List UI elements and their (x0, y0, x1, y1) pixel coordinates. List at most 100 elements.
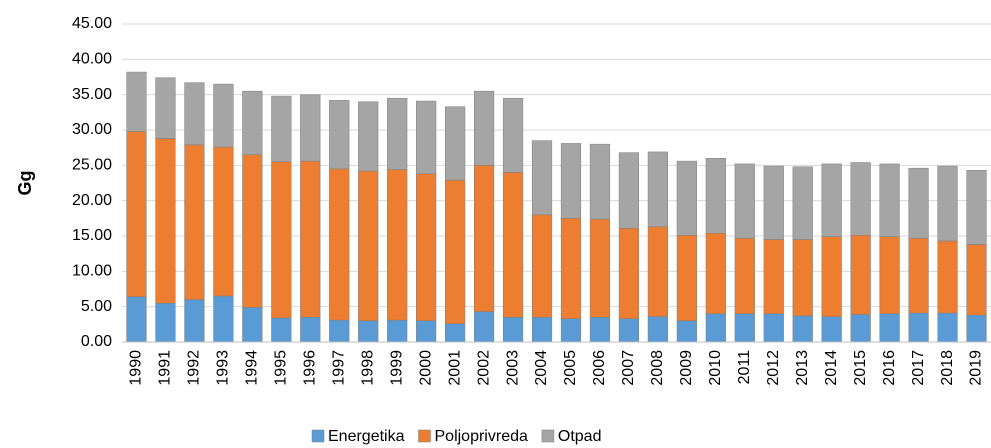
bar-segment (850, 314, 871, 343)
bar-segment (271, 317, 292, 343)
bar-segment (213, 295, 234, 343)
bar-segment (792, 315, 813, 343)
bar-segment (502, 172, 524, 318)
bar-segment (329, 100, 350, 170)
x-tick-label: 2000 (417, 350, 434, 386)
x-tick-label: 1991 (157, 350, 174, 386)
y-axis-label: Gg (15, 171, 35, 196)
bar-segment (126, 131, 147, 298)
bar-segment (879, 236, 900, 314)
bar-segment (271, 161, 292, 319)
x-tick-label: 2003 (504, 350, 521, 386)
bar-segment (445, 179, 466, 324)
bar-segment (213, 146, 234, 297)
x-tick-label: 1995 (273, 350, 290, 386)
bar-segment (445, 323, 466, 343)
bar-segment (387, 319, 408, 343)
bar-segment (966, 170, 987, 245)
bar-segment (676, 235, 697, 322)
bar-segment (734, 313, 755, 343)
bar-segment (647, 226, 668, 317)
bar-segment (300, 160, 321, 318)
bar-segment (242, 90, 263, 155)
bar-segment (763, 165, 784, 240)
bar-segment (647, 316, 668, 343)
bar-segment (387, 169, 408, 321)
x-tick-label: 2007 (620, 350, 637, 386)
bar-segment (126, 71, 147, 132)
bar-segment (560, 143, 582, 219)
x-tick-label: 1992 (186, 350, 203, 386)
x-tick-label: 2010 (707, 350, 724, 386)
bar-segment (358, 101, 379, 172)
x-tick-label: 1997 (330, 350, 347, 386)
x-tick-label: 2001 (446, 350, 463, 386)
bar-segment (155, 302, 176, 343)
legend-swatch (418, 429, 431, 443)
bar-segment (821, 316, 842, 343)
x-tick-label: 1996 (302, 350, 319, 386)
bar-segment (908, 167, 929, 239)
x-tick-label: 2016 (881, 350, 898, 386)
x-tick-label: 2011 (736, 350, 753, 385)
y-tick-label: 10.00 (72, 263, 112, 280)
bar-segment (531, 317, 553, 343)
x-tick-label: 2014 (823, 350, 840, 386)
bar-segment (184, 299, 205, 343)
bar-segment (184, 144, 205, 300)
bar-segment (560, 318, 582, 343)
bar-segment (734, 163, 755, 239)
bar-segment (416, 173, 437, 322)
bar-segment (705, 313, 726, 343)
bar-segment (879, 313, 900, 343)
bar-segment (531, 140, 553, 216)
y-tick-label: 45.00 (72, 15, 112, 32)
bar-segment (647, 151, 668, 228)
bar-segment (531, 214, 553, 318)
bar-segment (908, 312, 929, 343)
x-tick-label: 2015 (852, 350, 869, 386)
legend-label: Otpad (558, 428, 602, 445)
y-tick-label: 5.00 (81, 298, 112, 315)
bar-segment (155, 138, 176, 304)
legend-swatch (541, 429, 555, 443)
bar-segment (966, 244, 987, 316)
y-tick-label: 30.00 (72, 121, 112, 138)
bar-segment (618, 152, 640, 229)
x-tick-label: 2017 (910, 350, 927, 386)
bar-segment (213, 83, 234, 148)
legend-label: Poljoprivreda (435, 428, 528, 445)
bar-segment (184, 82, 205, 146)
bar-segment (589, 317, 611, 343)
bar-segment (271, 95, 292, 163)
bar-segment (242, 307, 263, 343)
bar-segment (966, 314, 987, 343)
y-tick-label: 20.00 (72, 192, 112, 209)
y-tick-label: 15.00 (72, 227, 112, 244)
bar-segment (908, 237, 929, 314)
bar-segment (387, 97, 408, 170)
bar-segment (705, 158, 726, 234)
bar-segment (358, 320, 379, 343)
x-tick-label: 1999 (388, 350, 405, 386)
bar-segment (242, 154, 263, 308)
bar-segment (937, 312, 958, 343)
x-tick-label: 2006 (591, 350, 608, 386)
x-tick-label: 1990 (128, 350, 145, 386)
x-tick-label: 2019 (968, 350, 985, 386)
x-tick-label: 2013 (794, 350, 811, 386)
bar-segment (560, 218, 582, 319)
bar-segment (502, 97, 524, 173)
bar-segment (821, 236, 842, 317)
bar-segment (473, 165, 495, 312)
bar-segment (473, 90, 495, 166)
x-tick-label: 2005 (562, 350, 579, 386)
bar-segment (937, 240, 958, 314)
bar-segment (763, 239, 784, 314)
bar-segment (879, 163, 900, 237)
y-tick-label: 25.00 (72, 157, 112, 174)
bar-segment (329, 319, 350, 343)
bar-segment (850, 235, 871, 315)
bar-segment (126, 296, 147, 343)
